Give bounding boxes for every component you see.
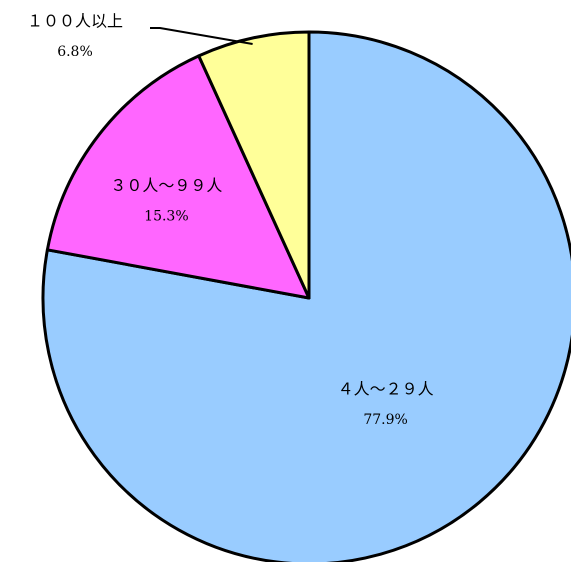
slice-value-label: 6.8% bbox=[57, 44, 93, 60]
pie-slice bbox=[41, 30, 571, 562]
pie-slice bbox=[197, 30, 311, 300]
slice-value-label: 15.3% bbox=[144, 209, 188, 225]
slice-value-label: 77.9% bbox=[363, 412, 407, 428]
slice-label: ４人～２９人 bbox=[338, 379, 434, 398]
leader-line bbox=[150, 27, 253, 46]
slice-label: １００人以上 bbox=[27, 12, 123, 31]
slice-label: ３０人～９９人 bbox=[110, 176, 222, 195]
pie-slice bbox=[45, 54, 311, 300]
